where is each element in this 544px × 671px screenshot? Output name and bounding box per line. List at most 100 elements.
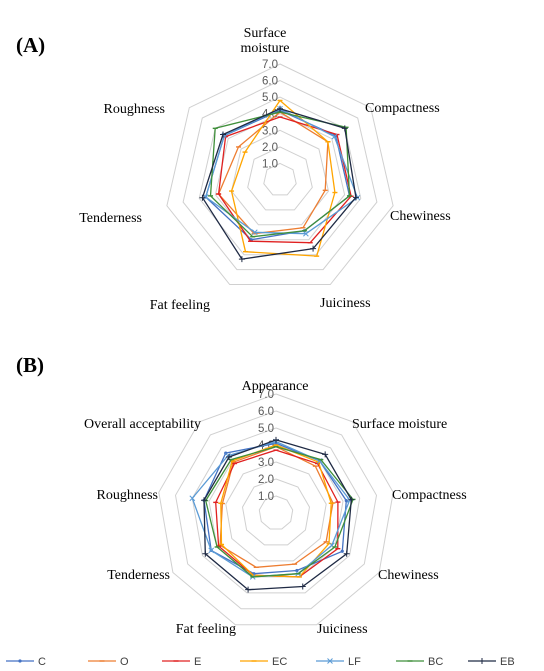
data-point (343, 550, 350, 557)
data-point (199, 194, 206, 201)
legend-label: O (120, 656, 129, 668)
legend-label: E (194, 656, 201, 668)
data-point (219, 131, 226, 138)
axis-label-line: Surface (244, 26, 287, 41)
axis-label-juiciness: Juiciness (317, 622, 368, 637)
axis-label-chewiness: Chewiness (390, 209, 451, 224)
legend-item-o: O (88, 656, 129, 668)
series-eb (199, 105, 359, 263)
legend-item-e: E (162, 656, 201, 668)
series-ec (218, 444, 334, 578)
legend-label: BC (428, 656, 443, 668)
axis-label-fat-feeling: Fat feeling (150, 298, 210, 313)
axis-label-fat-feeling: Fat feeling (176, 622, 236, 637)
grid-ring (241, 478, 311, 546)
radar-grid (166, 63, 394, 285)
series-line-o (219, 445, 334, 568)
data-point (202, 194, 209, 200)
data-point (226, 454, 233, 461)
data-point (208, 547, 215, 554)
axis-label-roughness: Roughness (97, 488, 158, 503)
data-point (344, 499, 348, 503)
grid-ring (182, 80, 378, 271)
series-line-o (217, 111, 329, 235)
grid-ring (158, 393, 394, 626)
series-bc (203, 446, 356, 578)
grid-ring (225, 461, 327, 562)
legend-label: LF (348, 656, 361, 668)
axis-label-juiciness: Juiciness (320, 296, 371, 311)
legend-label: EB (500, 656, 515, 668)
grid-ring (174, 410, 378, 610)
data-point (348, 496, 355, 503)
data-point (201, 497, 208, 504)
legend-item-ec: EC (240, 656, 287, 668)
legend-item-lf: LF (316, 656, 361, 668)
series-line-eb (201, 108, 357, 260)
tick-label: 5.0 (258, 423, 274, 435)
data-point (340, 549, 344, 553)
axis-label-tenderness: Tenderness (107, 568, 170, 583)
legend-item-eb: EB (468, 656, 515, 668)
axis-label-roughness: Roughness (104, 102, 165, 117)
series-line-e (217, 116, 352, 244)
tick-label: 3.0 (262, 125, 278, 137)
tick-label: 2.0 (258, 474, 274, 486)
panel-label-b: (B) (16, 353, 44, 377)
legend-label: EC (272, 656, 287, 668)
legend: C O E EC LF BC EB (6, 656, 515, 668)
grid-ring (166, 63, 394, 285)
data-point (202, 550, 209, 557)
axis-label-line: moisture (241, 41, 290, 56)
legend-marker (327, 658, 333, 664)
grid-ring (198, 96, 362, 256)
data-point (322, 451, 329, 458)
series-eb (201, 436, 355, 593)
series-c (202, 441, 348, 576)
axis-label-overall-acceptability: Overall acceptability (84, 417, 201, 432)
data-point (299, 583, 306, 590)
grid-ring (258, 495, 294, 530)
axis-label-chewiness: Chewiness (378, 568, 439, 583)
legend-item-c: C (6, 656, 46, 668)
data-point (277, 105, 283, 112)
axis-label-surface-moisture: Surface moisture (241, 26, 290, 56)
grid-ring (208, 444, 344, 578)
series-line-eb (203, 439, 352, 591)
series-line-ec (220, 444, 332, 578)
data-point (245, 586, 252, 593)
tick-label: 1.0 (262, 158, 278, 170)
legend-marker (479, 658, 485, 664)
tick-label: 7.0 (258, 389, 274, 401)
data-point (251, 229, 258, 236)
data-point (303, 230, 309, 237)
data-point (352, 194, 359, 201)
tick-label: 5.0 (262, 92, 278, 104)
axis-label-tenderness: Tenderness (79, 211, 142, 226)
series-line-bc (205, 446, 354, 578)
grid-ring (263, 162, 297, 196)
tick-label: 7.0 (262, 59, 278, 71)
data-point (238, 256, 245, 263)
series-line-c (203, 442, 347, 575)
data-point (331, 133, 338, 140)
data-point (273, 436, 279, 443)
radar-grid (158, 393, 394, 626)
panel-label-a: (A) (16, 33, 45, 57)
tick-label: 3.0 (258, 457, 274, 469)
grid-ring (191, 427, 361, 594)
tick-label: 2.0 (262, 142, 278, 154)
legend-marker (18, 659, 22, 663)
tick-label: 1.0 (258, 491, 274, 503)
grid-ring (214, 113, 346, 241)
axis-label-appearance: Appearance (242, 379, 309, 394)
legend-label: C (38, 656, 46, 668)
grid-ring (247, 146, 313, 211)
axis-label-compactness: Compactness (365, 101, 440, 116)
tick-label: 6.0 (258, 406, 274, 418)
axis-label-compactness: Compactness (392, 488, 467, 503)
data-point (341, 125, 348, 132)
